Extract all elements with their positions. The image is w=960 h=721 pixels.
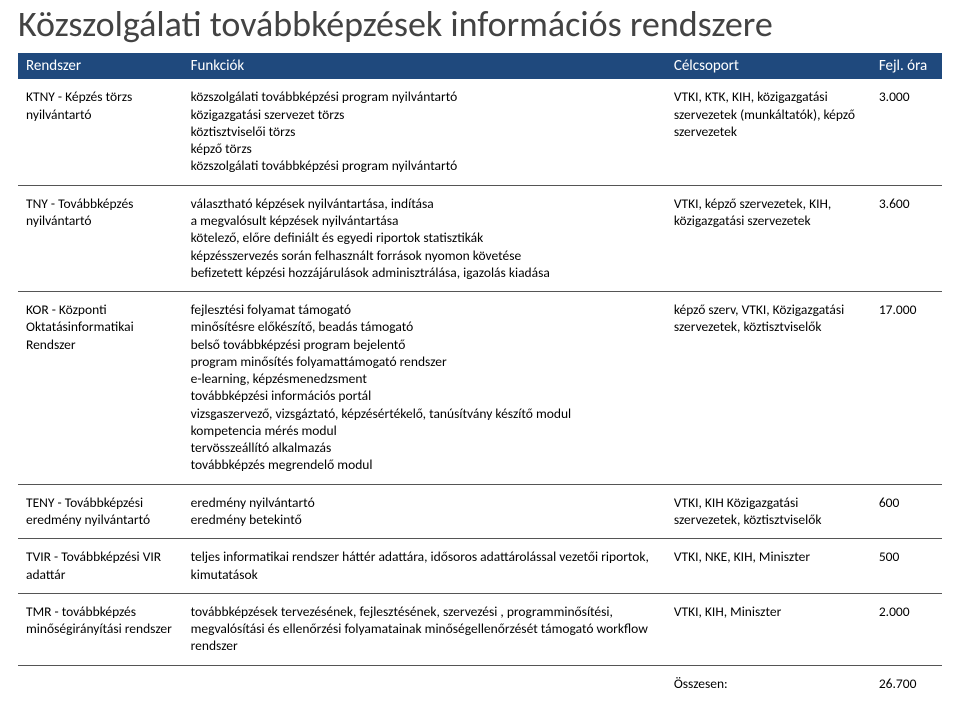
table-header-row: Rendszer Funkciók Célcsoport Fejl. óra [18,53,942,79]
cell-rendszer: TMR - továbbképzés minőségirányítási ren… [18,593,183,665]
cell-rendszer: KTNY - Képzés törzs nyilvántartó [18,79,183,185]
cell-funkciok: közszolgálati továbbképzési program nyil… [183,79,666,185]
cell-rendszer: TNY - Továbbképzés nyilvántartó [18,185,183,291]
funkcio-line: vizsgaszervező, vizsgáztató, képzésérték… [191,405,658,422]
funkcio-line: továbbképzések tervezésének, fejlesztésé… [191,603,658,655]
cell-celcsoport: VTKI, NKE, KIH, Miniszter [666,539,871,594]
funkcio-line: választható képzések nyilvántartása, ind… [191,195,658,212]
table-row: KTNY - Képzés törzs nyilvántartó közszolg… [18,79,942,185]
summary-row: Összesen:26.700 [18,665,942,696]
funkcio-line: fejlesztési folyamat támogató [191,301,658,318]
funkcio-line: közigazgatási szervezet törzs [191,106,658,123]
cell-celcsoport: VTKI, KIH, Miniszter [666,593,871,665]
summary-empty [18,665,183,696]
cell-rendszer: KOR - Központi Oktatásinformatikai Rends… [18,292,183,485]
cell-celcsoport: képző szerv, VTKI, Közigazgatási szervez… [666,292,871,485]
funkcio-line: a megvalósult képzések nyilvántartása [191,212,658,229]
funkcio-line: e-learning, képzésmenedzsment [191,370,658,387]
funkcio-line: továbbképzési információs portál [191,387,658,404]
funkcio-line: közszolgálati továbbképzési program nyil… [191,157,658,174]
cell-rendszer: TENY - Továbbképzési eredmény nyilvántar… [18,484,183,539]
funkcio-line: képző törzs [191,140,658,157]
col-header-celcsoport: Célcsoport [666,53,871,79]
cell-funkciok: továbbképzések tervezésének, fejlesztésé… [183,593,666,665]
funkcio-line: továbbképzés megrendelő modul [191,456,658,473]
funkcio-line: belső továbbképzési program bejelentő [191,336,658,353]
funkcio-line: minősítésre előkészítő, beadás támogató [191,318,658,335]
funkcio-line: befizetett képzési hozzájárulások admini… [191,264,658,281]
table-row: TVIR - Továbbképzési VIR adattárteljes i… [18,539,942,594]
table-row: TENY - Továbbképzési eredmény nyilvántar… [18,484,942,539]
funkcio-line: teljes informatikai rendszer háttér adat… [191,548,658,583]
table-row: TMR - továbbképzés minőségirányítási ren… [18,593,942,665]
cell-ora: 2.000 [871,593,942,665]
page-title: Közszolgálati továbbképzések információs… [18,4,942,45]
summary-label: Összesen: [666,665,871,696]
cell-ora: 17.000 [871,292,942,485]
funkcio-line: képzésszervezés során felhasznált forrás… [191,247,658,264]
funkcio-line: eredmény betekintő [191,511,658,528]
funkcio-line: közszolgálati továbbképzési program nyil… [191,88,658,105]
cell-funkciok: választható képzések nyilvántartása, ind… [183,185,666,291]
cell-celcsoport: VTKI, KTK, KIH, közigazgatási szervezete… [666,79,871,185]
col-header-rendszer: Rendszer [18,53,183,79]
funkcio-line: tervösszeállító alkalmazás [191,439,658,456]
cell-ora: 500 [871,539,942,594]
funkcio-line: kompetencia mérés modul [191,422,658,439]
col-header-funkciok: Funkciók [183,53,666,79]
funkcio-line: program minősítés folyamattámogató rends… [191,353,658,370]
table-row: TNY - Továbbképzés nyilvántartó választha… [18,185,942,291]
funkcio-line: köztisztviselői törzs [191,123,658,140]
cell-celcsoport: VTKI, KIH Közigazgatási szervezetek, köz… [666,484,871,539]
cell-ora: 3.600 [871,185,942,291]
funkcio-line: eredmény nyilvántartó [191,494,658,511]
summary-empty [183,665,666,696]
cell-funkciok: teljes informatikai rendszer háttér adat… [183,539,666,594]
summary-ora: 26.700 [871,665,942,696]
cell-celcsoport: VTKI, képző szervezetek, KIH, közigazgat… [666,185,871,291]
cell-ora: 600 [871,484,942,539]
cell-rendszer: TVIR - Továbbképzési VIR adattár [18,539,183,594]
systems-table: Rendszer Funkciók Célcsoport Fejl. óra K… [18,53,942,695]
cell-funkciok: fejlesztési folyamat támogatóminősítésre… [183,292,666,485]
cell-ora: 3.000 [871,79,942,185]
cell-funkciok: eredmény nyilvántartóeredmény betekintő [183,484,666,539]
funkcio-line: kötelező, előre definiált és egyedi ripo… [191,229,658,246]
table-row: KOR - Központi Oktatásinformatikai Rends… [18,292,942,485]
col-header-ora: Fejl. óra [871,53,942,79]
